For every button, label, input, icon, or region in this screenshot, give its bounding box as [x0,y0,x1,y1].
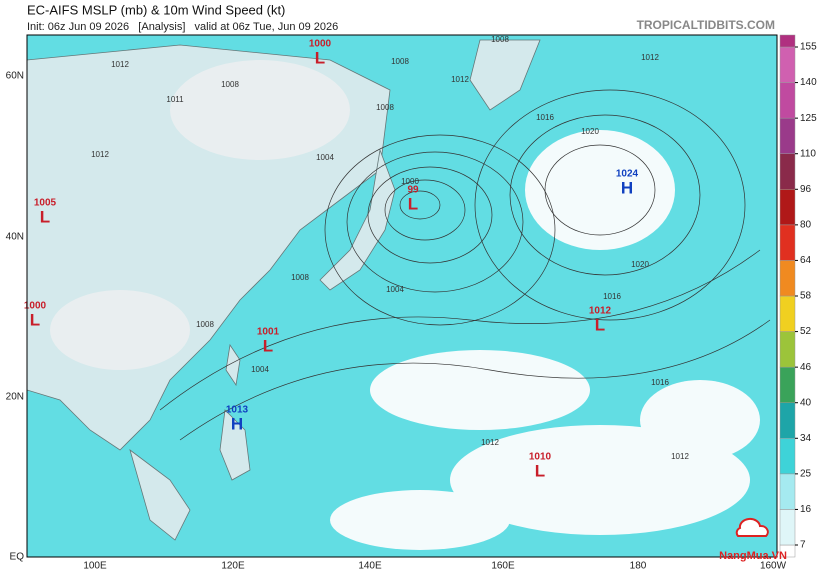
isobar-label: 1004 [251,365,269,374]
colorbar-label: 80 [800,219,812,230]
center-letter: L [315,48,325,67]
colorbar-band [779,438,796,475]
title: EC-AIFS MSLP (mb) & 10m Wind Speed (kt) [27,2,285,17]
center-letter: H [621,178,633,197]
isobar-label: 1020 [631,260,649,269]
lon-label: 180 [630,561,647,572]
center-value: 99 [407,185,419,196]
isobar-label: 1012 [451,75,469,84]
isobar-label: 1008 [221,80,239,89]
colorbar-band [779,473,796,510]
colorbar-band [779,402,796,439]
lon-label: 100E [83,561,107,572]
lat-label: EQ [10,552,25,563]
isobar-label: 1012 [111,60,129,69]
colorbar-label: 140 [800,77,817,88]
isobar-label: 1012 [641,53,659,62]
center-letter: L [535,461,545,480]
isobar-label: 1012 [91,150,109,159]
center-letter: H [231,414,243,433]
colorbar-band [779,260,796,297]
center-value: 1012 [589,306,612,317]
map-frame [26,34,778,558]
land [26,39,541,541]
colorbar-band [779,189,796,226]
center-value: 1010 [529,452,552,463]
center-letter: L [408,194,418,213]
colorbar-label: 25 [800,468,812,479]
isobar-label: 1008 [391,57,409,66]
colorbar-label: 64 [800,255,812,266]
colorbar-band [779,331,796,368]
colorbar-band [779,46,796,83]
isobar-label: 1004 [386,285,404,294]
colorbar-label: 40 [800,397,812,408]
isobar-label: 1000 [401,177,419,186]
map: 1012 1008 1008 1012 1008 1012 1016 1020 1011 1012… [24,34,778,558]
center-value: 1013 [226,405,249,416]
subtitle: Init: 06z Jun 09 2026 [Analysis] valid a… [27,21,338,33]
colorbar-label: 7 [800,540,806,551]
lon-label: 160W [760,561,787,572]
isobar-label: 1008 [291,273,309,282]
colorbar-label: 34 [800,433,812,444]
colorbar-band [779,509,796,546]
center-letter: L [595,315,605,334]
lon-label: 140E [358,561,382,572]
isobar-label: 1008 [376,103,394,112]
colorbar-label: 58 [800,291,812,302]
center-letter: L [30,310,40,329]
lon-label: 120E [221,561,245,572]
lat-label: 20N [6,392,24,403]
lat-label: 40N [6,232,24,243]
colorbar-label: 155 [800,42,817,53]
center-letter: L [40,207,50,226]
colorbar: 7 16 25 34 40 46 52 58 64 80 96 110 125 140 155 [779,34,817,558]
isobar-label: 1016 [536,113,554,122]
lon-label: 160E [491,561,515,572]
center-letter: L [263,336,273,355]
isobar-label: 1012 [481,438,499,447]
colorbar-label: 16 [800,504,812,515]
lat-label: 60N [6,71,24,82]
isobar-label: 1008 [196,320,214,329]
isobar-label: 1011 [166,95,184,104]
isobar-label: 1016 [651,378,669,387]
colorbar-band [779,224,796,261]
colorbar-band [779,34,796,48]
colorbar-label: 125 [800,113,817,124]
isobar-label: 1020 [581,127,599,136]
colorbar-label: 52 [800,326,812,337]
colorbar-band [779,366,796,403]
isobars [159,89,771,441]
colorbar-band [779,295,796,332]
center-value: 1005 [34,198,57,209]
colorbar-label: 46 [800,362,812,373]
colorbar-label: 110 [800,148,816,159]
isobar-label: 1004 [316,153,334,162]
isobar-label: 1008 [491,35,509,44]
watermark-logo [735,518,769,537]
center-value: 1001 [257,327,280,338]
center-value: 1000 [24,301,47,312]
isobar-label: 1012 [671,452,689,461]
colorbar-label: 96 [800,184,812,195]
colorbar-band [779,153,796,190]
colorbar-band [779,117,796,154]
center-value: 1000 [309,39,332,50]
center-value: 1024 [616,169,639,180]
watermark: NangMua.VN [719,550,787,562]
source: TROPICALTIDBITS.COM [637,18,775,32]
isobar-label: 1016 [603,292,621,301]
colorbar-band [779,82,796,119]
